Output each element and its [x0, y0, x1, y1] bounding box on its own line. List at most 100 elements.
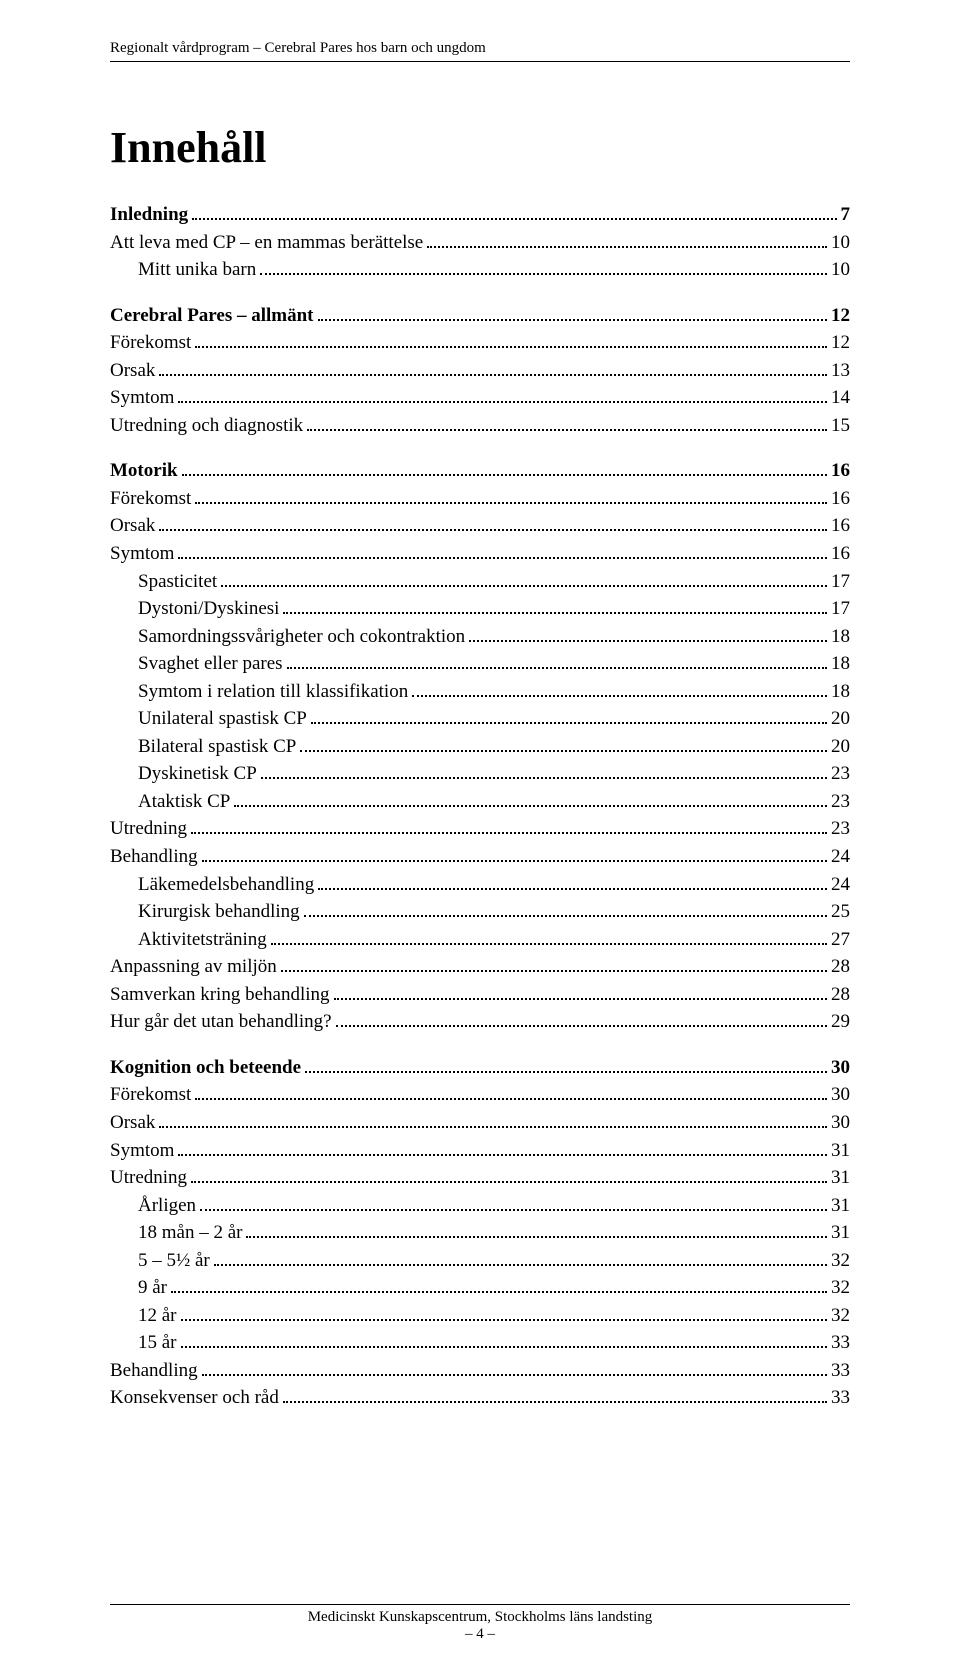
- toc-leader-dots: [182, 474, 827, 476]
- toc-leader-dots: [181, 1346, 827, 1348]
- toc-page-number: 32: [831, 1274, 850, 1302]
- toc-leader-dots: [202, 1374, 827, 1376]
- toc-row: Årligen31: [110, 1192, 850, 1220]
- toc-leader-dots: [214, 1264, 827, 1266]
- toc-row: Förekomst16: [110, 485, 850, 513]
- footer-page-number: – 4 –: [110, 1626, 850, 1643]
- toc-page-number: 31: [831, 1164, 850, 1192]
- toc-row: Dystoni/Dyskinesi 17: [110, 595, 850, 623]
- toc-row: Bilateral spastisk CP20: [110, 733, 850, 761]
- toc-leader-dots: [283, 612, 827, 614]
- toc-page-number: 15: [831, 412, 850, 440]
- toc-leader-dots: [336, 1025, 827, 1027]
- toc-row: Orsak30: [110, 1109, 850, 1137]
- toc-row: Ataktisk CP 23: [110, 788, 850, 816]
- toc-label: Anpassning av miljön: [110, 953, 277, 981]
- toc-label: 9 år: [110, 1274, 167, 1302]
- toc-page-number: 14: [831, 384, 850, 412]
- toc-leader-dots: [271, 943, 827, 945]
- toc-row: Samverkan kring behandling28: [110, 981, 850, 1009]
- toc-row: Anpassning av miljön 28: [110, 953, 850, 981]
- toc-label: Konsekvenser och råd: [110, 1384, 279, 1412]
- toc-page-number: 18: [831, 650, 850, 678]
- toc-label: Cerebral Pares – allmänt: [110, 302, 314, 330]
- toc-row: 15 år33: [110, 1329, 850, 1357]
- toc-row: Spasticitet17: [110, 568, 850, 596]
- toc-label: Mitt unika barn: [110, 256, 256, 284]
- toc-leader-dots: [178, 1154, 827, 1156]
- toc-page-number: 31: [831, 1137, 850, 1165]
- toc-label: Läkemedelsbehandling: [110, 871, 314, 899]
- toc-row: Orsak13: [110, 357, 850, 385]
- toc-label: Förekomst: [110, 329, 191, 357]
- toc-page-number: 7: [841, 201, 851, 229]
- toc-label: Spasticitet: [110, 568, 217, 596]
- toc-leader-dots: [427, 246, 827, 248]
- toc-label: Svaghet eller pares: [110, 650, 283, 678]
- toc-page-number: 17: [831, 595, 850, 623]
- toc-row: Konsekvenser och råd 33: [110, 1384, 850, 1412]
- toc-page-number: 33: [831, 1384, 850, 1412]
- toc-leader-dots: [181, 1319, 827, 1321]
- toc-page-number: 13: [831, 357, 850, 385]
- toc-row: Behandling 24: [110, 843, 850, 871]
- toc-page-number: 12: [831, 329, 850, 357]
- toc-page-number: 10: [831, 256, 850, 284]
- toc-leader-dots: [192, 218, 836, 220]
- toc-row: Behandling 33: [110, 1357, 850, 1385]
- toc-leader-dots: [318, 319, 827, 321]
- toc-label: Utredning och diagnostik: [110, 412, 303, 440]
- toc-label: Samordningssvårigheter och cokontraktion: [110, 623, 465, 651]
- toc-page-number: 20: [831, 705, 850, 733]
- toc-label: Symtom i relation till klassifikation: [110, 678, 408, 706]
- toc-page-number: 32: [831, 1247, 850, 1275]
- toc-label: Ataktisk CP: [110, 788, 230, 816]
- toc-page-number: 24: [831, 871, 850, 899]
- toc-page-number: 27: [831, 926, 850, 954]
- toc-page-number: 32: [831, 1302, 850, 1330]
- toc-page-number: 33: [831, 1357, 850, 1385]
- toc-leader-dots: [305, 1071, 827, 1073]
- toc-label: Utredning: [110, 1164, 187, 1192]
- toc-row: Utredning23: [110, 815, 850, 843]
- document-page: Regionalt vårdprogram – Cerebral Pares h…: [0, 0, 960, 1675]
- toc-page-number: 30: [831, 1109, 850, 1137]
- toc-page-number: 24: [831, 843, 850, 871]
- toc-label: Symtom: [110, 540, 174, 568]
- toc-leader-dots: [221, 585, 827, 587]
- toc-leader-dots: [300, 750, 827, 752]
- toc-label: Dystoni/Dyskinesi: [110, 595, 279, 623]
- toc-leader-dots: [191, 1181, 827, 1183]
- toc-leader-dots: [159, 374, 827, 376]
- toc-page-number: 28: [831, 953, 850, 981]
- toc-leader-dots: [200, 1209, 827, 1211]
- toc-leader-dots: [281, 970, 827, 972]
- toc-page-number: 18: [831, 623, 850, 651]
- toc-page-number: 12: [831, 302, 850, 330]
- toc-leader-dots: [171, 1291, 827, 1293]
- toc-row: Cerebral Pares – allmänt 12: [110, 302, 850, 330]
- toc-leader-dots: [159, 1126, 827, 1128]
- toc-row: Symtom31: [110, 1137, 850, 1165]
- toc-page-number: 23: [831, 760, 850, 788]
- toc-row: Utredning 31: [110, 1164, 850, 1192]
- toc-leader-dots: [412, 695, 827, 697]
- toc-leader-dots: [159, 529, 827, 531]
- toc-page-number: 16: [831, 485, 850, 513]
- toc-row: 12 år 32: [110, 1302, 850, 1330]
- toc-row: Läkemedelsbehandling 24: [110, 871, 850, 899]
- toc-page-number: 23: [831, 788, 850, 816]
- page-title: Innehåll: [110, 122, 850, 173]
- toc-label: Dyskinetisk CP: [110, 760, 257, 788]
- toc-leader-dots: [307, 429, 827, 431]
- toc-row: Förekomst30: [110, 1081, 850, 1109]
- toc-label: Bilateral spastisk CP: [110, 733, 296, 761]
- running-header: Regionalt vårdprogram – Cerebral Pares h…: [110, 40, 850, 62]
- toc-label: Behandling: [110, 843, 198, 871]
- toc-label: Behandling: [110, 1357, 198, 1385]
- toc-label: 12 år: [110, 1302, 177, 1330]
- toc-label: Kirurgisk behandling: [110, 898, 300, 926]
- toc-page-number: 16: [831, 540, 850, 568]
- toc-leader-dots: [191, 832, 827, 834]
- toc-leader-dots: [246, 1236, 827, 1238]
